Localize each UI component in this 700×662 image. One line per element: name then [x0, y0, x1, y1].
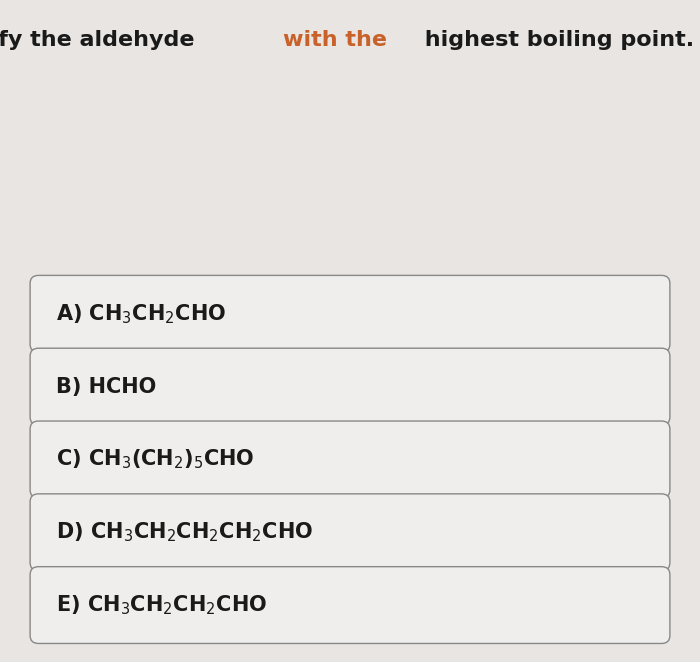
Text: Identify the aldehyde: Identify the aldehyde [0, 661, 1, 662]
Text: A) CH$_3$CH$_2$CHO: A) CH$_3$CH$_2$CHO [56, 302, 226, 326]
Text: D) CH$_3$CH$_2$CH$_2$CH$_2$CHO: D) CH$_3$CH$_2$CH$_2$CH$_2$CHO [56, 520, 313, 544]
Text: B) HCHO: B) HCHO [56, 377, 156, 397]
FancyBboxPatch shape [30, 494, 670, 571]
Text: with the: with the [283, 30, 387, 50]
FancyBboxPatch shape [30, 275, 670, 352]
Text: Identify the aldehyde: Identify the aldehyde [0, 30, 202, 50]
Text: Identify the aldehyde with the: Identify the aldehyde with the [0, 661, 1, 662]
Text: highest boiling point.: highest boiling point. [417, 30, 694, 50]
Text: Identify the aldehyde with the highest boiling point.: Identify the aldehyde with the highest b… [0, 661, 1, 662]
FancyBboxPatch shape [30, 421, 670, 498]
Text: C) CH$_3$(CH$_2$)$_5$CHO: C) CH$_3$(CH$_2$)$_5$CHO [56, 448, 255, 471]
FancyBboxPatch shape [30, 567, 670, 643]
FancyBboxPatch shape [30, 348, 670, 425]
Text: E) CH$_3$CH$_2$CH$_2$CHO: E) CH$_3$CH$_2$CH$_2$CHO [56, 593, 267, 617]
